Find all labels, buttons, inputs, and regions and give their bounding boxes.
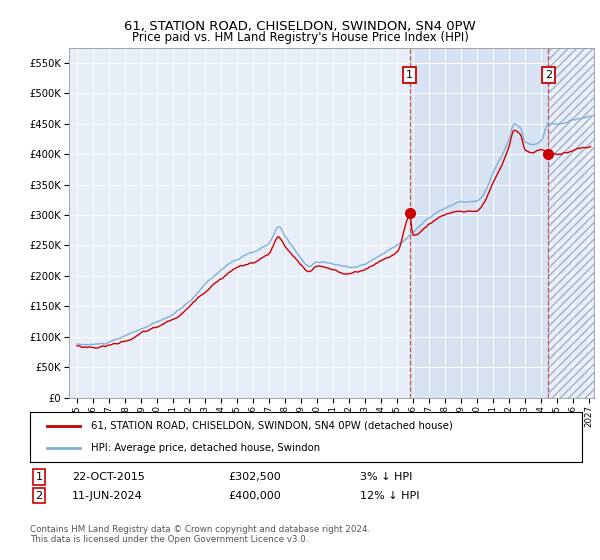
Text: Contains HM Land Registry data © Crown copyright and database right 2024.
This d: Contains HM Land Registry data © Crown c… bbox=[30, 525, 370, 544]
Text: 22-OCT-2015: 22-OCT-2015 bbox=[72, 472, 145, 482]
Text: 1: 1 bbox=[406, 70, 413, 80]
Text: HPI: Average price, detached house, Swindon: HPI: Average price, detached house, Swin… bbox=[91, 443, 320, 453]
Text: 2: 2 bbox=[35, 491, 43, 501]
Text: 3% ↓ HPI: 3% ↓ HPI bbox=[360, 472, 412, 482]
Text: 2: 2 bbox=[545, 70, 552, 80]
Text: £400,000: £400,000 bbox=[228, 491, 281, 501]
Bar bbox=[548, 48, 594, 398]
Text: Price paid vs. HM Land Registry's House Price Index (HPI): Price paid vs. HM Land Registry's House … bbox=[131, 31, 469, 44]
Bar bbox=[410, 48, 548, 398]
Text: 11-JUN-2024: 11-JUN-2024 bbox=[72, 491, 143, 501]
Text: 61, STATION ROAD, CHISELDON, SWINDON, SN4 0PW: 61, STATION ROAD, CHISELDON, SWINDON, SN… bbox=[124, 20, 476, 32]
Text: 12% ↓ HPI: 12% ↓ HPI bbox=[360, 491, 419, 501]
Text: 1: 1 bbox=[35, 472, 43, 482]
Text: 61, STATION ROAD, CHISELDON, SWINDON, SN4 0PW (detached house): 61, STATION ROAD, CHISELDON, SWINDON, SN… bbox=[91, 421, 452, 431]
Text: £302,500: £302,500 bbox=[228, 472, 281, 482]
Bar bbox=[548, 48, 594, 398]
